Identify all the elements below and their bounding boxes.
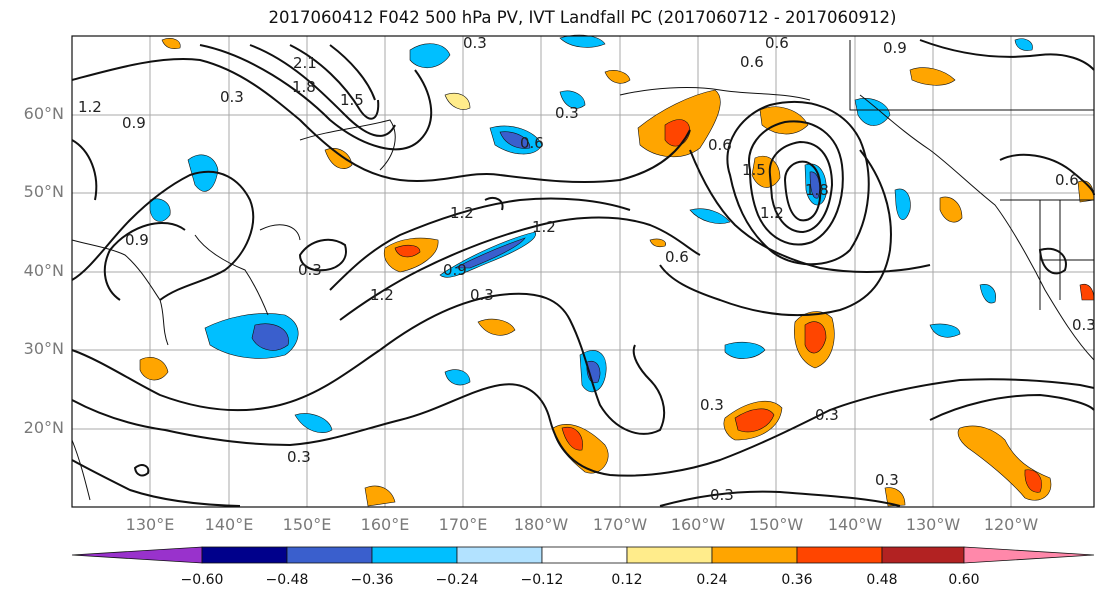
filled-pv-anomalies	[139, 34, 1095, 507]
longitude-label: 170°W	[592, 515, 648, 534]
colorbar-tick-label: −0.36	[350, 572, 394, 588]
contour-label: 0.3	[470, 286, 494, 304]
contour-label: 0.3	[298, 261, 322, 279]
longitude-label: 170°E	[438, 515, 488, 534]
contour-label: 0.3	[1072, 316, 1096, 334]
map-frame	[71, 35, 1095, 508]
contour-label: 0.3	[710, 486, 734, 504]
contour-label: 1.8	[292, 78, 316, 96]
colorbar-swatch	[881, 546, 965, 564]
contour-label: 0.6	[665, 248, 689, 266]
contour-label: 0.6	[1055, 171, 1079, 189]
contour-label: 1.5	[340, 91, 364, 109]
pv-contours	[71, 39, 1095, 507]
colorbar-tick-label: 0.24	[696, 572, 728, 588]
colorbar-tick-label: 0.60	[948, 572, 980, 588]
contour-label: 1.5	[742, 161, 766, 179]
longitude-label: 150°W	[748, 515, 804, 534]
colorbar-swatch	[371, 546, 458, 564]
contour-label: 0.3	[555, 104, 579, 122]
contour-label: 1.2	[370, 286, 394, 304]
contour-label: 1.2	[450, 204, 474, 222]
longitude-label: 120°W	[983, 515, 1039, 534]
contour-label: 0.6	[740, 53, 764, 71]
longitude-label: 130°E	[125, 515, 175, 534]
colorbar-swatch	[456, 546, 543, 564]
contour-label: 0.3	[815, 406, 839, 424]
colorbar-tick-label: −0.24	[435, 572, 479, 588]
colorbar-swatch	[286, 546, 373, 564]
contour-label: 0.3	[875, 471, 899, 489]
contour-label: 1.2	[532, 218, 556, 236]
longitude-label: 160°W	[670, 515, 726, 534]
contour-label: 0.3	[463, 34, 487, 52]
colorbar-tick-label: 0.48	[866, 572, 898, 588]
colorbar-tick-label: −0.12	[520, 572, 564, 588]
longitude-label: 130°W	[905, 515, 961, 534]
colorbar-tick-label: 0.36	[781, 572, 813, 588]
latitude-label: 50°N	[23, 182, 64, 201]
contour-label: 0.3	[700, 396, 724, 414]
contour-label: 0.3	[220, 88, 244, 106]
colorbar-swatch	[796, 546, 883, 564]
contour-label: 0.6	[765, 34, 789, 52]
coastlines	[71, 40, 1095, 501]
longitude-label: 160°E	[360, 515, 410, 534]
latitude-label: 60°N	[23, 104, 64, 123]
colorbar-swatch	[201, 546, 288, 564]
colorbar-tick-label: −0.60	[180, 572, 224, 588]
colorbar-swatch	[541, 546, 628, 564]
contour-label: 2.1	[293, 54, 317, 72]
contour-label: 1.2	[78, 98, 102, 116]
longitude-label: 150°E	[282, 515, 332, 534]
contour-label: 0.9	[122, 114, 146, 132]
longitude-label: 140°W	[827, 515, 883, 534]
contour-label: 1.2	[760, 204, 784, 222]
contour-labels: 0.3 0.6 0.6 0.9 2.1 1.8 0.3 1.2 0.9 1.5 …	[78, 34, 1096, 504]
latitude-label: 20°N	[23, 418, 64, 437]
contour-label: 0.9	[443, 261, 467, 279]
longitude-label: 180°W	[513, 515, 569, 534]
colorbar-tick-label: −0.48	[265, 572, 309, 588]
colorbar-tick-label: 0.12	[611, 572, 643, 588]
contour-label: 0.9	[883, 39, 907, 57]
contour-label: 0.3	[287, 448, 311, 466]
contour-label: 0.6	[520, 134, 544, 152]
map-title: 2017060412 F042 500 hPa PV, IVT Landfall…	[268, 8, 897, 27]
contour-label: 0.9	[125, 231, 149, 249]
colorbar	[71, 546, 1095, 564]
colorbar-swatch	[626, 546, 713, 564]
contour-label: 1.8	[805, 181, 829, 199]
contour-label: 0.6	[708, 136, 732, 154]
latitude-label: 40°N	[23, 261, 64, 280]
longitude-label: 140°E	[204, 515, 254, 534]
colorbar-max-extension	[963, 546, 1095, 564]
colorbar-swatch	[711, 546, 798, 564]
latitude-label: 30°N	[23, 339, 64, 358]
colorbar-min-extension	[71, 546, 203, 564]
